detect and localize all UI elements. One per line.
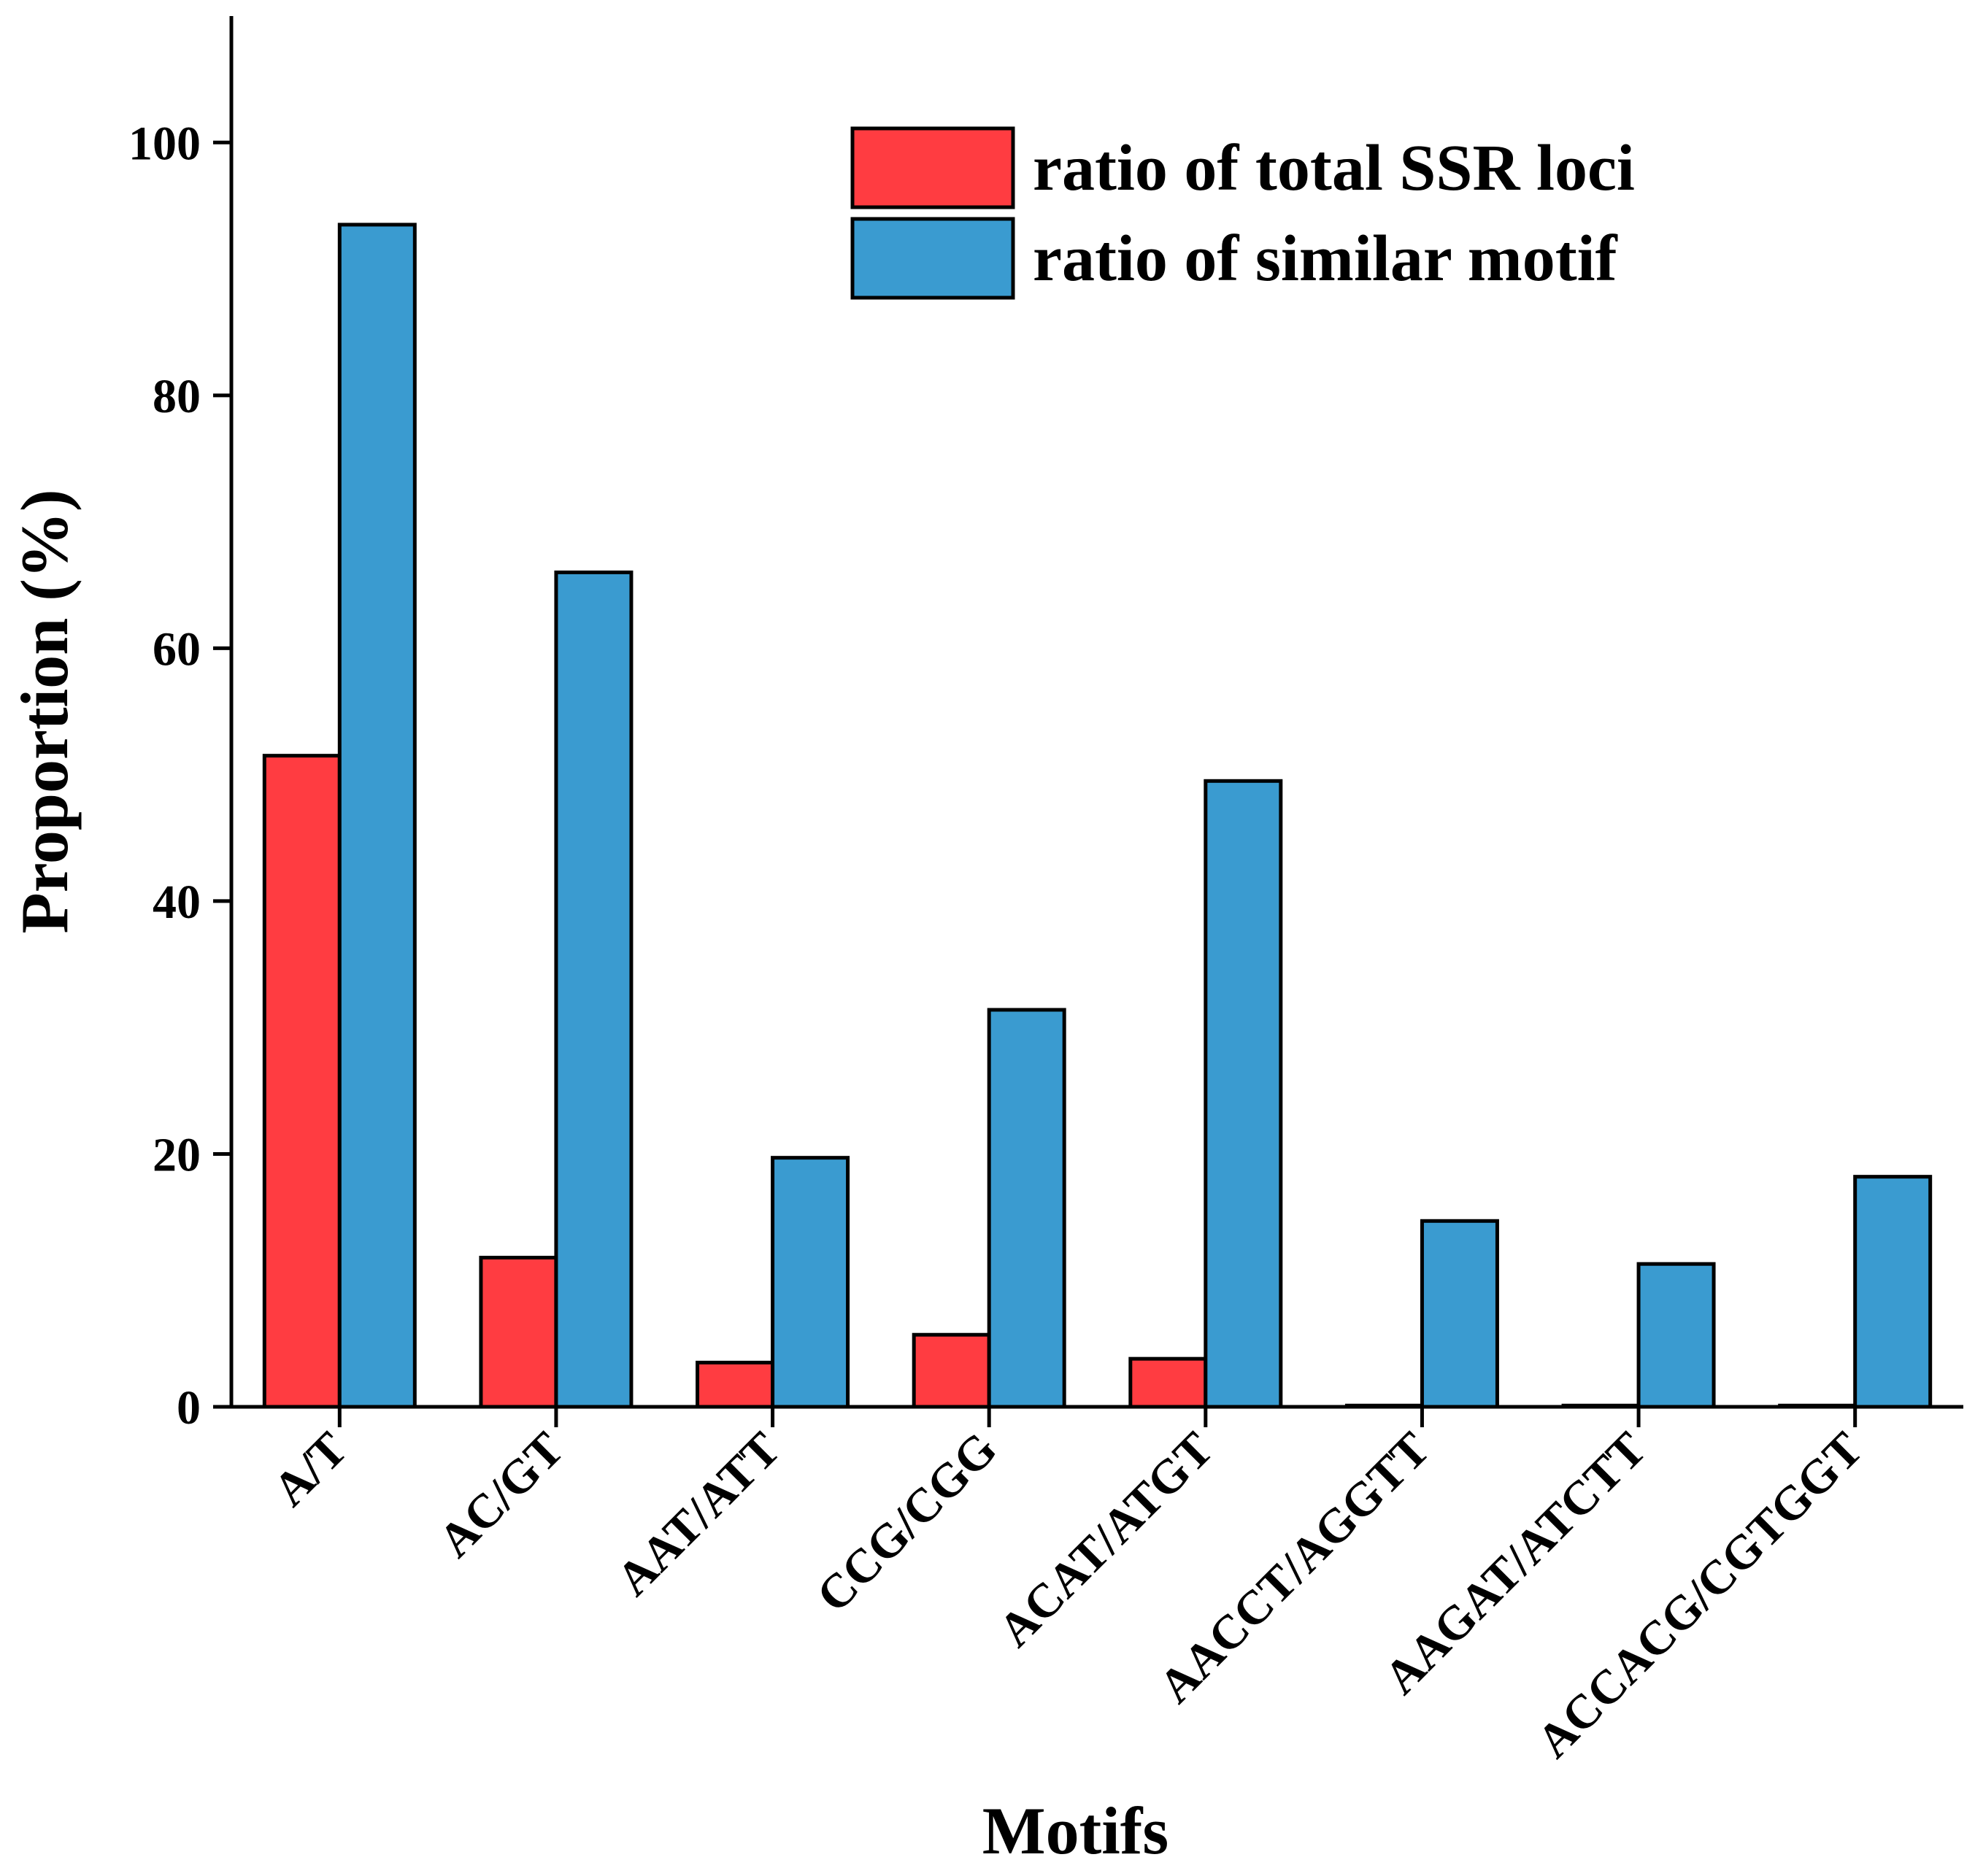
y-tick-label: 20 <box>153 1128 201 1181</box>
x-axis-title: Motifs <box>982 1794 1169 1868</box>
legend-label-ratio-of-total-ssr-loci: ratio of total SSR loci <box>1033 132 1635 204</box>
bar-ratio-of-similar-motif-ccg-cgg <box>987 1008 1066 1409</box>
bar-ratio-of-similar-motif-acat-atgt <box>1204 779 1283 1409</box>
x-tick-label-ccg-cgg: CCG/CGG <box>806 1422 1007 1623</box>
bar-ratio-of-similar-motif-a-t <box>337 223 417 1409</box>
y-tick-label: 80 <box>153 370 201 423</box>
y-axis-title: Proportion (%) <box>7 489 82 933</box>
bar-ratio-of-similar-motif-aat-att <box>771 1156 850 1409</box>
y-ticks: 0 20 40 60 80 100 <box>128 117 231 1435</box>
y-tick-label: 0 <box>177 1381 201 1435</box>
x-tick-label-acat-atgt: ACAT/ATGT <box>988 1422 1223 1657</box>
bar-ratio-of-similar-motif-aagat-atctt <box>1636 1262 1716 1409</box>
x-ticks: A/T AC/GT AAT/ATT CCG/CGGACAT/ATGTAACCT/AGG… <box>263 1407 1873 1768</box>
bar-ratio-of-total-ssr-loci-a-t <box>262 754 342 1409</box>
x-tick-label-aat-att: AAT/ATT <box>607 1422 790 1606</box>
legend-swatch-ratio-of-total-ssr-loci <box>850 126 1015 209</box>
y-tick-label: 60 <box>153 622 201 676</box>
legend-label-ratio-of-similar-motif: ratio of similar motif <box>1033 223 1618 295</box>
bar-ratio-of-similar-motif-aacct-aggtt <box>1420 1219 1499 1409</box>
axes-layer <box>213 16 1963 1409</box>
bar-ratio-of-total-ssr-loci-ccg-cgg <box>912 1332 991 1409</box>
x-tick-label-a-t: A/T <box>263 1422 357 1516</box>
bars-layer <box>262 223 1933 1409</box>
bar-ratio-of-similar-motif-ac-gt <box>554 570 634 1409</box>
bar-ratio-of-similar-motif-accacg-cgtggt <box>1853 1175 1933 1409</box>
bar-ratio-of-total-ssr-loci-aat-att <box>696 1360 775 1409</box>
bar-ratio-of-total-ssr-loci-ac-gt <box>479 1256 558 1409</box>
legend: ratio of total SSR loci ratio of similar … <box>850 126 1635 300</box>
legend-swatch-ratio-of-similar-motif <box>850 217 1015 300</box>
x-tick-label-ac-gt: AC/GT <box>428 1422 574 1567</box>
bar-ratio-of-total-ssr-loci-acat-atgt <box>1128 1356 1208 1409</box>
y-tick-label: 100 <box>128 117 201 170</box>
y-tick-label: 40 <box>153 876 201 929</box>
